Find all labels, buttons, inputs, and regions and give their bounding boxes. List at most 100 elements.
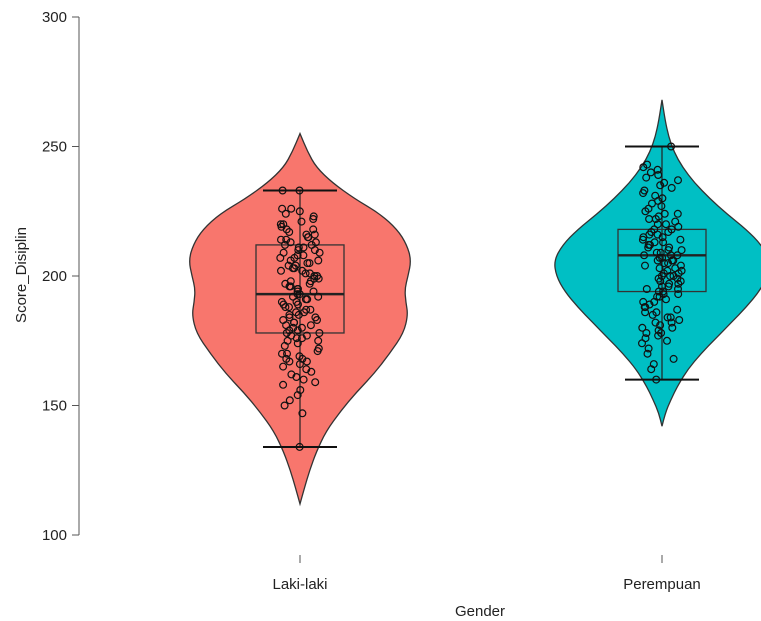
data-point (289, 323, 298, 332)
data-point (287, 370, 296, 379)
data-point (657, 329, 666, 338)
data-point (279, 380, 288, 389)
data-point (649, 360, 658, 369)
data-point (313, 272, 322, 281)
data-point (314, 292, 323, 301)
data-point (293, 326, 302, 335)
data-point (673, 285, 682, 294)
data-point (660, 178, 669, 187)
data-point (651, 191, 660, 200)
data-point (285, 282, 294, 291)
data-point (643, 160, 652, 169)
data-point (646, 168, 655, 177)
data-point (297, 217, 306, 226)
data-point (277, 266, 286, 275)
data-point (305, 259, 314, 268)
data-point (298, 266, 307, 275)
data-point (277, 235, 286, 244)
data-point (656, 248, 665, 257)
data-point (315, 329, 324, 338)
data-point (299, 251, 308, 260)
data-point (667, 318, 676, 327)
data-point (294, 243, 303, 252)
data-point (307, 240, 316, 249)
data-point (674, 290, 683, 299)
data-point (285, 396, 294, 405)
data-point (671, 217, 680, 226)
data-point (641, 334, 650, 343)
x-tick-label: Perempuan (623, 576, 701, 593)
data-point (642, 285, 651, 294)
data-point (640, 261, 649, 270)
data-point (282, 354, 291, 363)
data-point (311, 378, 320, 387)
data-point (673, 209, 682, 218)
data-point (293, 285, 302, 294)
data-point (299, 375, 308, 384)
data-point (287, 204, 296, 213)
data-point (290, 318, 299, 327)
data-point (641, 308, 650, 317)
data-point (640, 186, 649, 195)
data-point (281, 209, 290, 218)
y-tick-label: 300 (42, 9, 67, 26)
data-point (642, 329, 651, 338)
data-point (314, 256, 323, 265)
data-point (282, 329, 291, 338)
data-point (640, 251, 649, 260)
y-tick-label: 150 (42, 398, 67, 415)
data-point (652, 375, 661, 384)
data-point (650, 225, 659, 234)
data-point (314, 336, 323, 345)
data-point (660, 259, 669, 268)
data-point (658, 194, 667, 203)
x-tick-label: Laki-laki (272, 576, 327, 593)
data-point (673, 176, 682, 185)
data-point (638, 323, 647, 332)
data-point (652, 308, 661, 317)
data-point (302, 230, 311, 239)
data-point (277, 297, 286, 306)
y-axis: 100 150 200 250 300 (42, 9, 80, 544)
data-point (295, 207, 304, 216)
data-point (656, 321, 665, 330)
data-point (301, 295, 310, 304)
data-point (311, 238, 320, 247)
data-point (659, 287, 668, 296)
data-point (669, 354, 678, 363)
data-point (285, 228, 294, 237)
data-point (676, 235, 685, 244)
y-tick-label: 250 (42, 139, 67, 156)
data-point (667, 142, 676, 151)
data-point (651, 318, 660, 327)
data-point (295, 186, 304, 195)
data-point (293, 251, 302, 260)
data-point (657, 282, 666, 291)
data-point (278, 349, 287, 358)
data-point (309, 212, 318, 221)
data-point (279, 248, 288, 257)
data-point (302, 305, 311, 314)
data-point (295, 290, 304, 299)
data-point (667, 225, 676, 234)
data-point (280, 401, 289, 410)
data-point (295, 352, 304, 361)
data-point (285, 313, 294, 322)
data-point (656, 181, 665, 190)
data-point (302, 365, 311, 374)
data-point (292, 308, 301, 317)
data-point (667, 183, 676, 192)
data-point (654, 326, 663, 335)
data-point (654, 171, 663, 180)
x-axis-title: Gender (455, 603, 505, 620)
data-point (676, 261, 685, 270)
data-point (302, 357, 311, 366)
data-point (278, 204, 287, 213)
y-tick-label: 200 (42, 268, 67, 285)
data-point (658, 253, 667, 262)
data-point (291, 261, 300, 270)
data-point (674, 279, 683, 288)
data-point (293, 290, 302, 299)
data-point (278, 186, 287, 195)
